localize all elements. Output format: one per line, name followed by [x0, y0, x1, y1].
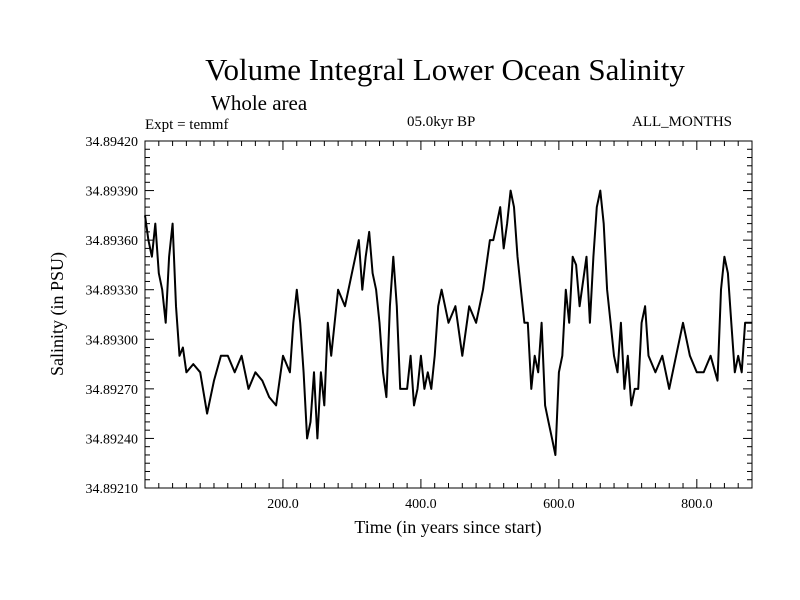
x-tick-label: 600.0 [543, 497, 575, 512]
chart-subtitle: Whole area [211, 91, 308, 115]
plot-frame [144, 140, 753, 489]
chart-title: Volume Integral Lower Ocean Salinity [205, 52, 685, 87]
salinity-series-line [144, 189, 752, 456]
y-axis-label: Salinity (in PSU) [47, 252, 68, 376]
y-tick-label: 34.89360 [86, 234, 139, 249]
x-tick-label: 400.0 [405, 497, 437, 512]
period-label: 05.0kyr BP [407, 114, 476, 130]
y-tick-label: 34.89330 [86, 284, 139, 299]
y-tick-label: 34.89420 [86, 135, 139, 150]
x-axis-ticks [158, 141, 739, 488]
y-tick-label: 34.89300 [86, 333, 139, 348]
y-tick-label: 34.89240 [86, 432, 139, 447]
x-tick-label: 800.0 [681, 497, 713, 512]
x-axis-label: Time (in years since start) [354, 517, 541, 538]
y-tick-label: 34.89390 [86, 185, 139, 200]
experiment-label: Expt = temmf [145, 117, 229, 133]
y-axis-ticks [145, 140, 752, 489]
y-tick-label: 34.89270 [86, 383, 139, 398]
y-tick-label: 34.89210 [86, 482, 139, 497]
x-axis-tick-labels: 200.0 400.0 600.0 800.0 [267, 497, 712, 512]
x-tick-label: 200.0 [267, 497, 299, 512]
months-label: ALL_MONTHS [632, 114, 732, 130]
y-axis-tick-labels: 34.89210 34.89240 34.89270 34.89300 34.89330… [86, 135, 139, 497]
